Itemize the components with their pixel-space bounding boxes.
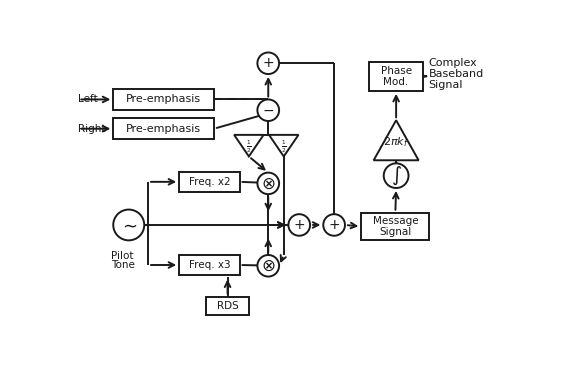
Circle shape [258, 100, 279, 121]
Text: $\int$: $\int$ [390, 164, 402, 187]
Text: Freq. x2: Freq. x2 [189, 177, 230, 187]
Text: +: + [262, 56, 274, 70]
Bar [369, 62, 423, 91]
Text: Tone: Tone [111, 261, 134, 270]
Text: +: + [328, 218, 340, 232]
Text: $\frac{1}{2}$: $\frac{1}{2}$ [246, 139, 252, 155]
Text: $\otimes$: $\otimes$ [261, 174, 276, 192]
Text: $2\pi k_f$: $2\pi k_f$ [383, 135, 409, 149]
Text: Pre-emphasis: Pre-emphasis [126, 95, 201, 105]
Text: Baseband: Baseband [429, 69, 484, 79]
Circle shape [288, 214, 310, 236]
Circle shape [384, 163, 408, 188]
Text: Complex: Complex [429, 58, 477, 68]
Circle shape [258, 52, 279, 74]
Text: Message
Signal: Message Signal [372, 216, 418, 237]
Bar [179, 172, 240, 192]
Bar [179, 255, 240, 275]
Text: Freq. x3: Freq. x3 [189, 260, 230, 270]
Bar [113, 118, 214, 139]
Text: $\otimes$: $\otimes$ [261, 257, 276, 275]
Polygon shape [269, 135, 298, 156]
Text: Pilot: Pilot [111, 251, 134, 261]
Bar [361, 213, 429, 240]
Circle shape [113, 210, 144, 240]
Text: Left: Left [79, 95, 98, 105]
Text: +: + [293, 218, 305, 232]
Text: RDS: RDS [217, 301, 238, 311]
Text: $\sim$: $\sim$ [119, 216, 138, 234]
Text: Signal: Signal [429, 80, 463, 90]
Polygon shape [373, 120, 419, 160]
Text: Phase
Mod.: Phase Mod. [381, 66, 412, 87]
Polygon shape [234, 135, 264, 156]
Text: Pre-emphasis: Pre-emphasis [126, 124, 201, 134]
Text: $\frac{1}{2}$: $\frac{1}{2}$ [281, 139, 286, 155]
Bar [113, 89, 214, 110]
Text: Right: Right [79, 124, 106, 134]
Circle shape [258, 255, 279, 276]
Circle shape [323, 214, 345, 236]
Text: $-$: $-$ [262, 103, 275, 117]
Bar [206, 296, 249, 315]
Circle shape [258, 173, 279, 194]
